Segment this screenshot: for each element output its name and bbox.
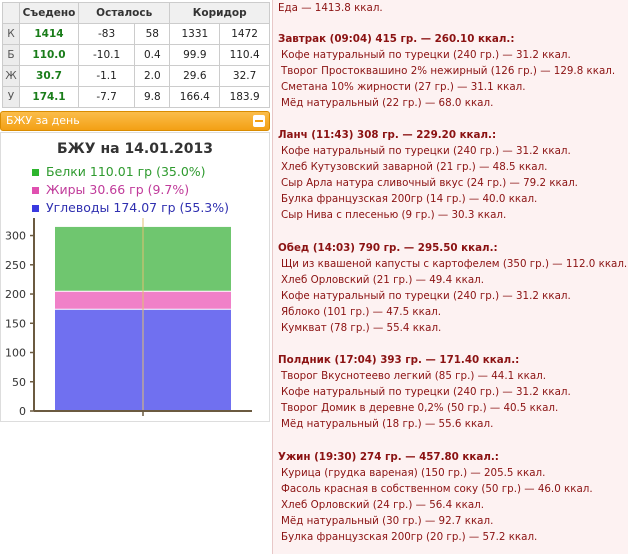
macros-panel-label: БЖУ за день	[6, 114, 80, 127]
meal-header: Полдник (17:04) 393 гр. — 171.40 ккал.:	[278, 354, 520, 366]
corridor-min: 1331	[169, 23, 221, 45]
legend-label: Белки 110.01 гр (35.0%)	[46, 164, 206, 179]
macros-panel-header[interactable]: БЖУ за день	[0, 111, 270, 131]
meal-item: Щи из квашеной капусты с картофелем (350…	[281, 258, 628, 270]
meal-item: Булка французская 200гр (14 гр.) — 40.0 …	[281, 193, 538, 205]
meal-item: Хлеб Кутузовский заварной (21 гр.) — 48.…	[281, 161, 548, 173]
table-row: К 1414 -83 58 1331 1472	[2, 23, 270, 45]
chart-title: БЖУ на 14.01.2013	[56, 141, 214, 157]
y-tick-label: 250	[5, 259, 26, 272]
row-label: Ж	[2, 65, 20, 87]
meal-log-panel	[272, 0, 628, 554]
meal-item: Мёд натуральный (18 гр.) — 55.6 ккал.	[281, 418, 494, 430]
meal-item: Кофе натуральный по турецки (240 гр.) — …	[281, 145, 571, 157]
meal-item: Кумкват (78 гр.) — 55.4 ккал.	[281, 322, 442, 334]
corridor-max: 110.4	[219, 44, 270, 66]
meal-item: Сыр Нива с плесенью (9 гр.) — 30.3 ккал.	[281, 209, 507, 221]
corridor-max: 1472	[219, 23, 270, 45]
meal-item: Яблоко (101 гр.) — 47.5 ккал.	[281, 306, 442, 318]
row-label: У	[2, 86, 20, 108]
meal-item: Кофе натуральный по турецки (240 гр.) — …	[281, 49, 571, 61]
remaining-max: 58	[134, 23, 171, 45]
y-tick-label: 300	[5, 230, 26, 243]
legend-swatch	[32, 187, 39, 194]
meal-item: Хлеб Орловский (21 гр.) — 49.4 ккал.	[281, 274, 484, 286]
meal-item: Мёд натуральный (22 гр.) — 68.0 ккал.	[281, 97, 494, 109]
y-tick-label: 100	[5, 347, 26, 360]
meal-item: Мёд натуральный (30 гр.) — 92.7 ккал.	[281, 515, 494, 527]
meal-total: Еда — 1413.8 ккал.	[278, 2, 383, 14]
meal-item: Творог Простоквашино 2% нежирный (126 гр…	[281, 65, 616, 77]
table-row: У 174.1 -7.7 9.8 166.4 183.9	[2, 86, 270, 108]
meal-item: Творог Домик в деревне 0,2% (50 гр.) — 4…	[281, 402, 559, 414]
corridor-min: 166.4	[169, 86, 221, 108]
y-tick-label: 150	[5, 317, 26, 330]
y-tick-label: 0	[19, 405, 26, 418]
y-tick-label: 50	[12, 376, 26, 389]
meal-item: Курица (грудка вареная) (150 гр.) — 205.…	[281, 467, 546, 479]
legend-label: Углеводы 174.07 гр (55.3%)	[46, 200, 230, 215]
legend-item-fat: Жиры 30.66 гр (9.7%)	[32, 182, 189, 197]
meal-item: Кофе натуральный по турецки (240 гр.) — …	[281, 386, 571, 398]
meal-item: Булка французская 200гр (20 гр.) — 57.2 …	[281, 531, 538, 543]
remaining-max: 9.8	[134, 86, 171, 108]
corridor-max: 32.7	[219, 65, 270, 87]
meal-item: Кофе натуральный по турецки (240 гр.) — …	[281, 290, 571, 302]
meal-item: Сыр Арла натура сливочный вкус (24 гр.) …	[281, 177, 578, 189]
meal-item: Сметана 10% жирности (27 гр.) — 31.1 кка…	[281, 81, 526, 93]
eaten-value: 110.0	[19, 44, 79, 66]
legend-swatch	[32, 205, 39, 212]
remaining-min: -7.7	[77, 86, 136, 108]
collapse-icon[interactable]	[253, 115, 265, 127]
y-tick-label: 200	[5, 288, 26, 301]
row-label: Б	[2, 44, 20, 66]
meal-header: Обед (14:03) 790 гр. — 295.50 ккал.:	[278, 242, 498, 254]
remaining-max: 2.0	[134, 65, 171, 87]
meal-item: Фасоль красная в собственном соку (50 гр…	[281, 483, 593, 495]
meal-item: Творог Вкуснотеево легкий (85 гр.) — 44.…	[281, 370, 547, 382]
meal-header: Ужин (19:30) 274 гр. — 457.80 ккал.:	[278, 451, 499, 463]
corridor-max: 183.9	[219, 86, 270, 108]
legend-label: Жиры 30.66 гр (9.7%)	[46, 182, 190, 197]
meal-header: Ланч (11:43) 308 гр. — 229.20 ккал.:	[278, 129, 497, 141]
meal-header: Завтрак (09:04) 415 гр. — 260.10 ккал.:	[278, 33, 515, 45]
meal-item: Хлеб Орловский (24 гр.) — 56.4 ккал.	[281, 499, 484, 511]
legend-item-protein: Белки 110.01 гр (35.0%)	[32, 164, 206, 179]
legend-item-carbs: Углеводы 174.07 гр (55.3%)	[32, 200, 229, 215]
macros-chart: 300 250 200 150 100 50 0	[5, 218, 252, 418]
nutrition-table: Съедено Осталось Коридор К 1414 -83 58 1…	[2, 2, 270, 108]
legend-swatch	[32, 169, 39, 176]
eaten-value: 174.1	[19, 86, 79, 108]
